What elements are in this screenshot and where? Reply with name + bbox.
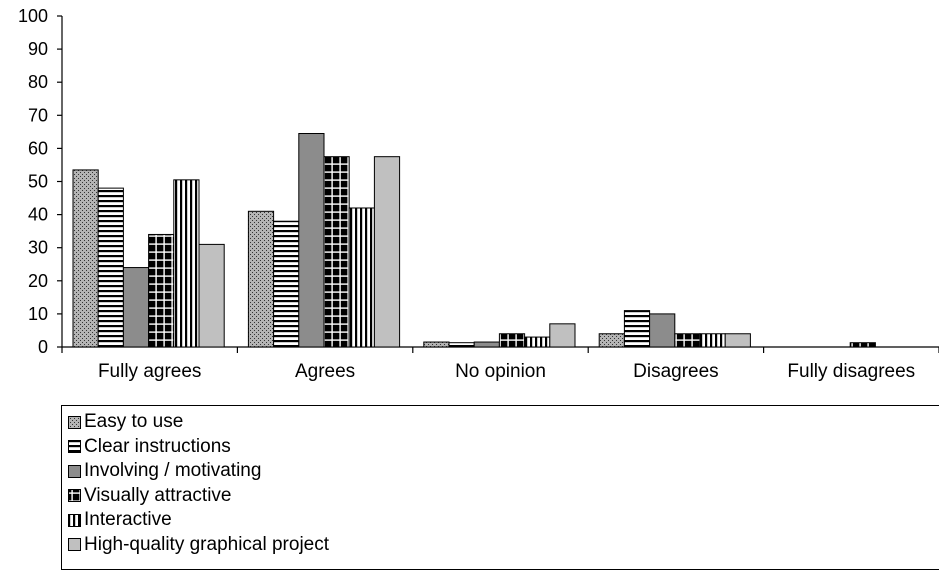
bar [173, 179, 200, 348]
bar [247, 210, 275, 348]
legend-swatch [68, 538, 81, 551]
bar [623, 310, 651, 348]
legend-swatch [68, 464, 81, 478]
legend-swatch [68, 415, 81, 429]
x-category-label: Agrees [295, 361, 355, 382]
y-tick-label: 80 [28, 72, 48, 92]
x-axis: Fully agrees Agrees No opinion Disagrees Ful… [61, 346, 939, 382]
legend-swatch [68, 440, 81, 453]
bar [423, 341, 450, 348]
legend-item: High-quality graphical project [68, 534, 329, 556]
x-category-label: Fully agrees [98, 361, 202, 382]
bar [674, 333, 701, 348]
legend-label: Clear instructions [84, 435, 231, 457]
bar [273, 220, 300, 348]
bar [549, 323, 576, 348]
y-tick-label: 20 [28, 271, 48, 291]
bar [97, 187, 124, 348]
y-tick-label: 90 [28, 39, 48, 59]
legend-label: High-quality graphical project [84, 533, 330, 555]
bar [323, 156, 350, 348]
bar [849, 342, 876, 348]
bars [72, 133, 876, 348]
bar [298, 133, 325, 348]
bar-chart: 0 10 20 30 40 50 60 70 80 90 100 Fully agrees Agree… [18, 6, 939, 382]
x-category-label: No opinion [455, 361, 546, 382]
bar [448, 342, 475, 348]
legend-swatch [68, 489, 81, 502]
y-tick-label: 30 [28, 238, 48, 258]
legend-swatch [68, 513, 81, 527]
legend-item: Interactive [68, 509, 172, 531]
bar [649, 313, 676, 348]
y-axis: 0 10 20 30 40 50 60 70 80 90 100 [18, 6, 63, 357]
legend-item: Involving / motivating [68, 460, 261, 482]
bar [348, 207, 375, 348]
y-tick-label: 10 [28, 304, 48, 324]
x-category-label: Fully disagrees [787, 361, 915, 382]
bar [198, 243, 225, 348]
bar [724, 333, 751, 348]
legend-label: Involving / motivating [84, 460, 262, 481]
legend-item: Visually attractive [68, 485, 232, 507]
bar [473, 341, 500, 348]
y-tick-label: 70 [28, 105, 48, 125]
y-tick-label: 50 [28, 172, 48, 192]
y-tick-label: 0 [38, 337, 48, 357]
legend-label: Interactive [84, 509, 172, 530]
y-tick-label: 40 [28, 205, 48, 225]
x-category-label: Disagrees [633, 361, 719, 382]
legend: Easy to use Clear instructions Involving /… [61, 405, 939, 570]
bar [122, 267, 150, 348]
legend-item: Easy to use [68, 411, 183, 433]
bar [148, 233, 175, 348]
bar [373, 156, 401, 348]
legend-label: Visually attractive [84, 484, 232, 506]
legend-item: Clear instructions [68, 436, 231, 458]
y-tick-label: 60 [28, 138, 48, 158]
bar [598, 333, 625, 348]
bar [72, 169, 99, 348]
bar [524, 336, 551, 348]
bar [498, 333, 526, 348]
bar [699, 333, 726, 348]
legend-label: Easy to use [84, 411, 184, 432]
y-tick-label: 100 [18, 6, 48, 26]
